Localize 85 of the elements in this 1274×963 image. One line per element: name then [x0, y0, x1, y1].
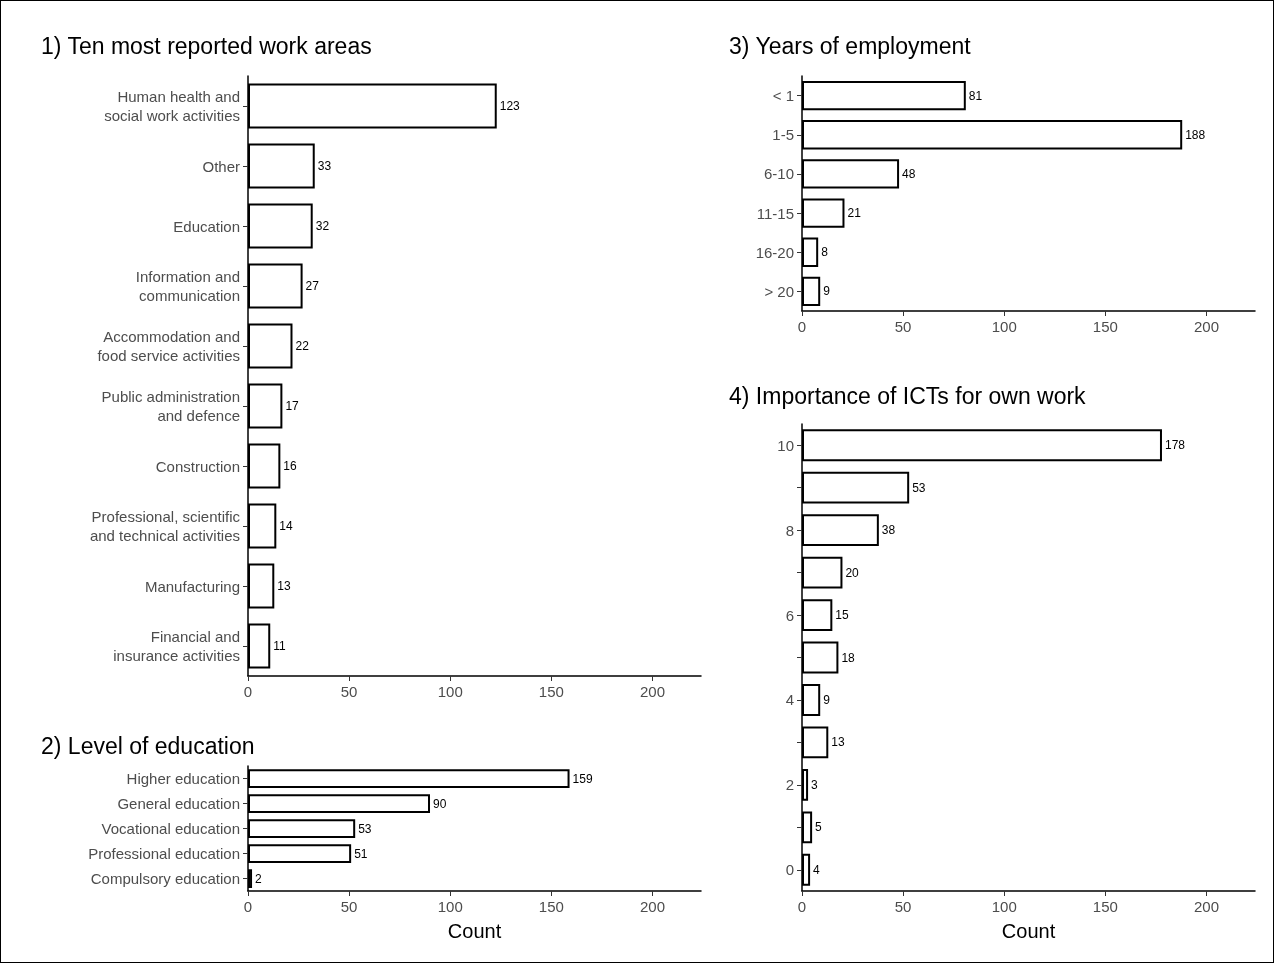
- data-label: 14: [279, 519, 293, 533]
- y-tick-label: Construction: [155, 457, 240, 475]
- y-tick-label: Financial and insurance activities: [113, 628, 240, 664]
- data-label: 18: [841, 650, 856, 665]
- y-tick-label: 8: [785, 521, 794, 539]
- y-tick-label: < 1: [772, 87, 794, 105]
- data-label: 53: [912, 480, 926, 495]
- x-tick-label: 0: [243, 683, 253, 700]
- chart-title: 2) Level of education: [41, 732, 255, 759]
- data-label: 13: [277, 579, 291, 593]
- chart-title: 1) Ten most reported work areas: [41, 32, 372, 59]
- data-label: 27: [305, 279, 320, 293]
- y-tick-label: Public administration and defence: [101, 388, 240, 424]
- y-tick-label: 1-5: [772, 126, 794, 144]
- data-label: 15: [835, 608, 850, 623]
- data-label: 32: [315, 219, 330, 233]
- y-tick-label: Other: [202, 157, 240, 175]
- x-tick-label: 0: [797, 898, 807, 915]
- y-tick-label: 16-20: [755, 243, 794, 261]
- data-label: 2: [255, 871, 263, 886]
- data-label: 9: [823, 692, 831, 707]
- y-tick-label: Professional education: [88, 845, 240, 862]
- y-tick-label: 0: [785, 861, 794, 879]
- x-tick-label: 100: [991, 898, 1017, 915]
- y-tick-label: Education: [173, 217, 240, 235]
- data-label: 21: [847, 206, 862, 221]
- data-label: 123: [499, 99, 521, 113]
- data-label: 16: [283, 459, 298, 473]
- data-label: 22: [295, 339, 310, 353]
- data-label: 8: [821, 245, 829, 260]
- x-tick-label: 100: [437, 898, 463, 915]
- x-tick-label: 50: [894, 318, 912, 335]
- y-tick-label: Information and communication: [135, 268, 240, 304]
- y-tick-label: Higher education: [126, 770, 240, 787]
- x-tick-label: 150: [538, 898, 564, 915]
- data-label: 159: [572, 771, 593, 786]
- data-label: 33: [317, 159, 332, 173]
- y-tick-label: Manufacturing: [144, 577, 240, 595]
- x-tick-label: 150: [1092, 318, 1118, 335]
- y-tick-label: 4: [785, 691, 794, 709]
- data-label: 5: [815, 820, 823, 835]
- x-tick-label: 0: [243, 898, 253, 915]
- y-tick-label: Vocational education: [101, 820, 240, 837]
- data-label: 51: [354, 846, 368, 861]
- y-tick-label: Compulsory education: [90, 870, 240, 887]
- chart-title: 4) Importance of ICTs for own work: [729, 382, 1087, 409]
- x-tick-label: 50: [340, 683, 358, 700]
- y-tick-label: > 20: [764, 282, 794, 300]
- data-label: 20: [845, 565, 860, 580]
- x-tick-label: 100: [991, 318, 1017, 335]
- y-tick-label: 6: [785, 606, 794, 624]
- data-label: 188: [1185, 127, 1206, 142]
- x-tick-label: 50: [340, 898, 358, 915]
- x-tick-label: 0: [797, 318, 807, 335]
- x-tick-label: 200: [1193, 318, 1219, 335]
- y-tick-label: 6-10: [763, 165, 794, 183]
- data-label: 4: [813, 862, 821, 877]
- chart-title: 3) Years of employment: [729, 32, 972, 59]
- y-tick-label: Human health and social work activities: [104, 88, 240, 124]
- y-tick-label: 11-15: [756, 204, 794, 222]
- x-tick-label: 200: [639, 683, 665, 700]
- x-tick-label: 200: [639, 898, 665, 915]
- y-tick-label: General education: [117, 795, 240, 812]
- x-tick-label: 100: [437, 683, 463, 700]
- x-axis-title: Count: [447, 920, 502, 942]
- x-axis-title: Count: [1001, 920, 1056, 942]
- x-tick-label: 150: [1092, 898, 1118, 915]
- y-tick-label: 2: [785, 776, 794, 794]
- x-tick-label: 150: [538, 683, 564, 700]
- x-tick-label: 50: [894, 898, 912, 915]
- y-tick-label: Accommodation and food service activities: [97, 328, 240, 364]
- data-label: 13: [831, 735, 845, 750]
- data-label: 11: [273, 639, 287, 653]
- y-tick-label: 10: [777, 436, 794, 454]
- data-label: 81: [968, 88, 983, 103]
- data-label: 17: [285, 399, 300, 413]
- data-label: 48: [902, 166, 916, 181]
- data-label: 3: [811, 777, 819, 792]
- x-tick-label: 200: [1193, 898, 1219, 915]
- y-tick-label: Professional, scientific and technical activities: [89, 508, 241, 544]
- data-label: 38: [881, 523, 896, 538]
- data-label: 90: [433, 796, 447, 811]
- data-label: 178: [1164, 438, 1186, 453]
- data-label: 53: [358, 821, 372, 836]
- data-label: 9: [823, 284, 831, 299]
